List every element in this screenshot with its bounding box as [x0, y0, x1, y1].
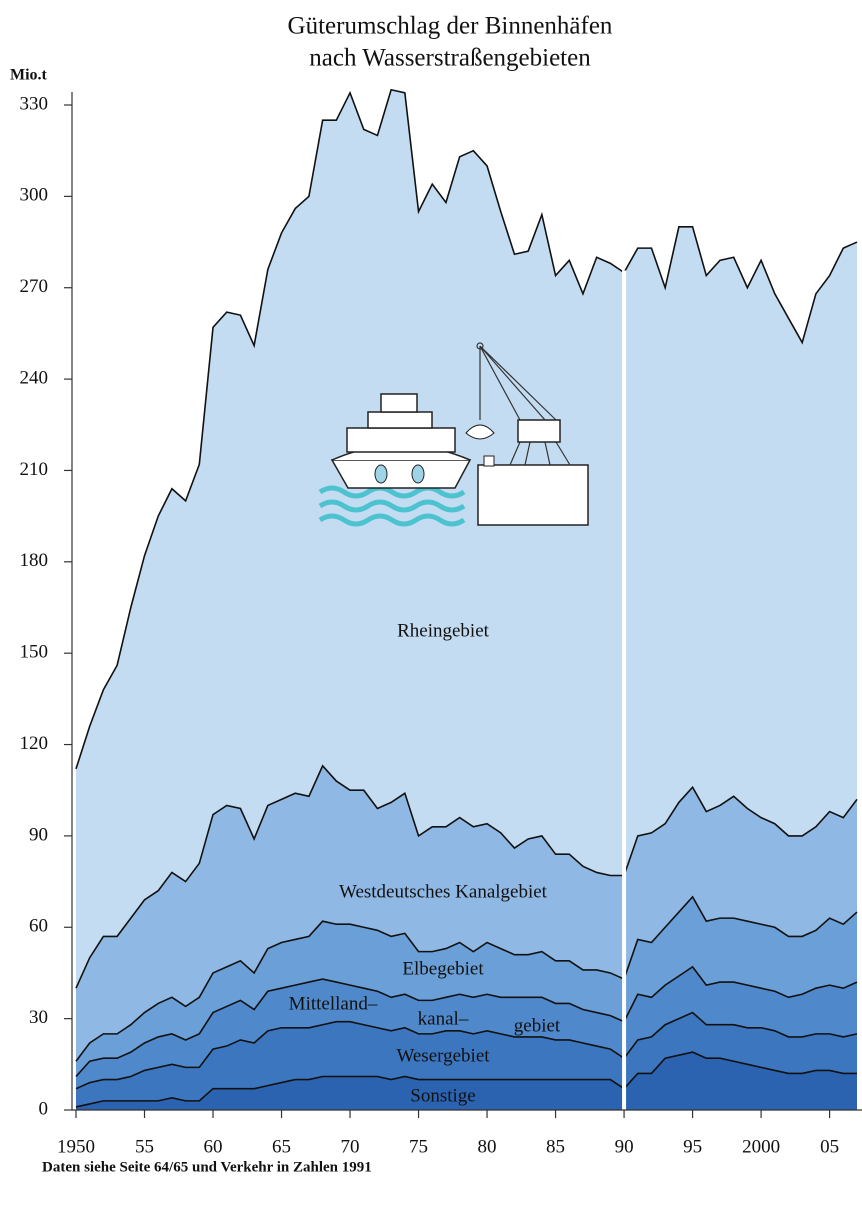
y-axis-unit: Mio.t [10, 67, 48, 84]
area-edge [75, 965, 858, 1078]
y-tick-label: 210 [20, 459, 49, 480]
port-icon [318, 342, 589, 527]
y-tick-label: 180 [20, 550, 49, 571]
area [76, 1012, 857, 1107]
series-label: Elbegebiet [402, 958, 484, 979]
series-label: kanal– [418, 1008, 469, 1029]
x-tick-label: 65 [272, 1136, 291, 1157]
y-tick-label: 270 [20, 276, 49, 297]
y-tick-label: 60 [29, 916, 48, 937]
area-edge [75, 1011, 858, 1090]
x-tick-label: 80 [478, 1136, 497, 1157]
y-tick-label: 120 [20, 733, 49, 754]
area [76, 1052, 857, 1110]
x-tick-label: 55 [135, 1136, 154, 1157]
area-edge [75, 764, 858, 989]
x-tick-label: 05 [820, 1136, 839, 1157]
x-tick-label: 60 [204, 1136, 223, 1157]
y-tick-label: 150 [20, 642, 49, 663]
x-tick-label: 70 [341, 1136, 360, 1157]
y-tick-label: 300 [20, 185, 49, 206]
x-tick-label: 2000 [742, 1136, 780, 1157]
area [76, 89, 857, 989]
y-tick-label: 0 [39, 1098, 49, 1119]
area-edge [75, 895, 858, 1062]
area [76, 896, 857, 1077]
series-label: Sonstige [410, 1085, 475, 1106]
area [76, 765, 857, 1062]
area-edge [75, 1051, 857, 1108]
series-label: Wesergebiet [396, 1045, 490, 1066]
x-tick-label: 75 [409, 1136, 428, 1157]
series-label: gebiet [514, 1015, 561, 1036]
series-label: Westdeutsches Kanalgebiet [339, 881, 548, 902]
chart-title: Güterumschlag der Binnenhäfen [288, 13, 613, 40]
y-tick-label: 330 [20, 93, 49, 114]
y-tick-label: 240 [20, 367, 49, 388]
area [76, 966, 857, 1089]
series-label: Mittelland– [289, 993, 378, 1014]
series-label: Rheingebiet [397, 620, 490, 641]
y-tick-label: 30 [29, 1007, 48, 1028]
x-tick-label: 90 [615, 1136, 634, 1157]
chart-subtitle: nach Wasserstraßengebieten [309, 45, 591, 72]
x-tick-label: 85 [546, 1136, 565, 1157]
plot-area [75, 88, 858, 1110]
x-tick-label: 1950 [57, 1136, 95, 1157]
y-tick-label: 90 [29, 824, 48, 845]
area-edge [75, 88, 858, 770]
x-tick-label: 95 [683, 1136, 702, 1157]
source-note: Daten siehe Seite 64/65 und Verkehr in Z… [42, 1159, 372, 1175]
